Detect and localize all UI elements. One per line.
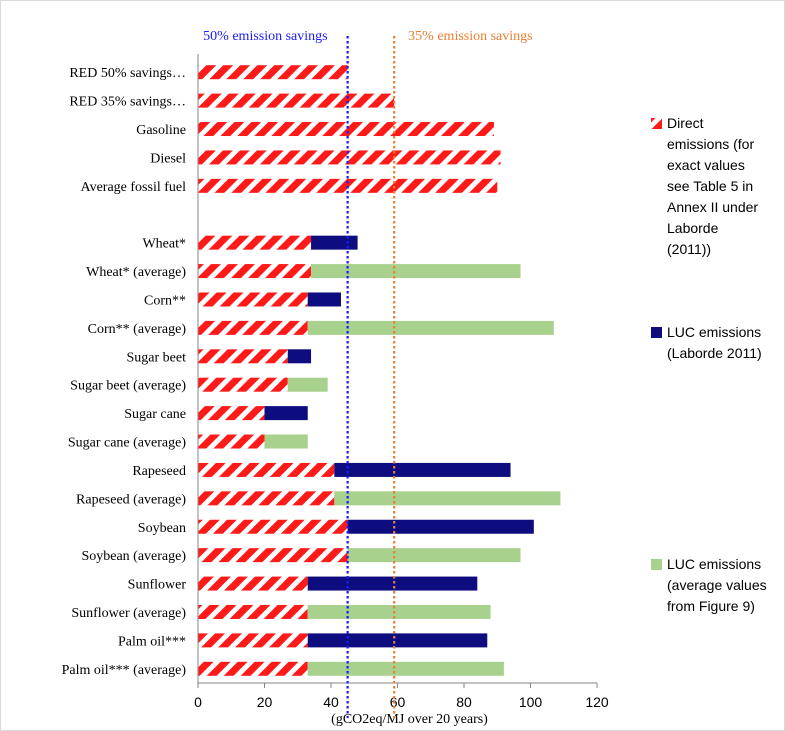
- category-label: Palm oil*** (average): [62, 663, 187, 678]
- reference-label: 35% emission savings: [408, 29, 532, 44]
- category-label: Sugar beet: [127, 350, 187, 365]
- bar-segment: [264, 406, 308, 421]
- bar-segment: [307, 604, 491, 619]
- bar-segment: [347, 548, 521, 563]
- bar-segment: [198, 604, 308, 619]
- category-label: RED 50% savings…: [69, 66, 186, 81]
- x-tick-label: 80: [456, 694, 472, 710]
- category-label: Palm oil***: [118, 634, 186, 649]
- x-tick-label: 0: [194, 694, 202, 710]
- bar-segment: [198, 548, 348, 563]
- category-label: Soybean (average): [81, 549, 186, 564]
- bar-segment: [198, 122, 494, 137]
- category-label: Soybean: [138, 521, 186, 536]
- reference-label: 50% emission savings: [203, 29, 327, 44]
- bar-segment: [198, 93, 395, 108]
- legend-label: emissions (for: [667, 136, 754, 152]
- legend-swatch: [651, 559, 662, 570]
- category-label: Sugar cane (average): [68, 436, 186, 451]
- legend-label: LUC emissions: [667, 556, 761, 572]
- bar-segment: [198, 434, 265, 449]
- bar-segment: [334, 491, 561, 506]
- bar-segment: [311, 235, 358, 250]
- bar-segment: [198, 235, 312, 250]
- category-label: Sunflower (average): [71, 606, 186, 621]
- legend-label: LUC emissions: [667, 324, 761, 340]
- x-tick-label: 100: [519, 694, 543, 710]
- x-tick-label: 40: [323, 694, 339, 710]
- legend-label: Direct: [667, 115, 704, 131]
- bar-segment: [198, 633, 308, 648]
- bar-segment: [311, 264, 521, 279]
- bar-segment: [198, 462, 335, 477]
- category-label: Gasoline: [136, 123, 186, 138]
- bar-segment: [347, 519, 534, 534]
- bar-segment: [198, 150, 501, 165]
- legend-label: from Figure 9): [667, 598, 755, 614]
- category-label: Sunflower: [128, 578, 187, 593]
- category-label: Wheat*: [142, 237, 186, 252]
- x-tick-label: 120: [585, 694, 609, 710]
- category-label: Wheat* (average): [86, 265, 186, 280]
- category-label: Diesel: [150, 151, 186, 166]
- category-label: RED 35% savings…: [69, 95, 186, 110]
- category-label: Sugar cane: [124, 407, 186, 422]
- legend-label: (Laborde 2011): [667, 345, 762, 361]
- bar-segment: [307, 320, 554, 335]
- legend-swatch: [651, 327, 662, 338]
- bar-segment: [307, 292, 341, 307]
- bar-segment: [198, 661, 308, 676]
- bar-segment: [198, 292, 308, 307]
- legend-label: exact values: [667, 157, 745, 173]
- bar-segment: [198, 65, 348, 80]
- legend-label: (average values: [667, 577, 767, 593]
- bar-segment: [198, 406, 265, 421]
- bar-segment: [334, 462, 511, 477]
- x-tick-label: 60: [390, 694, 406, 710]
- legend: Direct emissions (for exact values see Tabl…: [651, 115, 767, 614]
- bar-segment: [307, 633, 488, 648]
- category-label: Rapeseed: [132, 464, 186, 479]
- bar-segment: [287, 349, 312, 364]
- bar-segment: [198, 576, 308, 591]
- bar-segment: [198, 349, 288, 364]
- bar-segment: [198, 320, 308, 335]
- legend-label: see Table 5 in: [667, 178, 753, 194]
- legend-swatch: [651, 118, 662, 129]
- bar-segment: [198, 491, 335, 506]
- category-label: Rapeseed (average): [76, 492, 186, 507]
- bar-segment: [264, 434, 308, 449]
- x-tick-label: 20: [257, 694, 273, 710]
- category-label: Corn**: [144, 293, 186, 308]
- legend-label: (2011)): [667, 241, 711, 257]
- bar-segment: [287, 377, 328, 392]
- x-axis-title: (gCO2eq/MJ over 20 years): [331, 712, 488, 727]
- bar-segment: [198, 264, 312, 279]
- category-label: Sugar beet (average): [70, 379, 186, 394]
- bar-segment: [307, 661, 504, 676]
- bar-segment: [307, 576, 478, 591]
- bar-segment: [198, 377, 288, 392]
- plot-area: RED 50% savings… RED 35% savings… Gasoline…: [62, 29, 609, 727]
- legend-label: Laborde: [667, 220, 719, 236]
- category-label: Average fossil fuel: [81, 180, 187, 195]
- category-label: Corn** (average): [88, 322, 187, 337]
- legend-label: Annex II under: [667, 199, 758, 215]
- bar-segment: [198, 178, 498, 193]
- bar-segment: [198, 519, 348, 534]
